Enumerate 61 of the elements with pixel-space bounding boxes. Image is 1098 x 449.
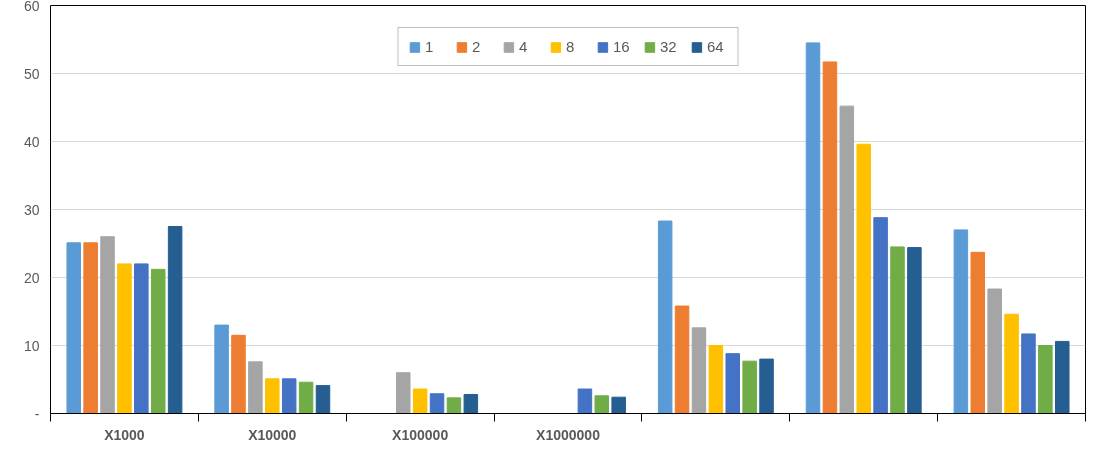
legend-label: 64	[707, 38, 725, 55]
bar	[231, 334, 246, 414]
bar	[395, 372, 411, 414]
bar	[315, 385, 331, 414]
bar	[83, 242, 98, 414]
y-tick-label: 30	[23, 201, 40, 218]
bar	[463, 393, 479, 414]
legend-label: 8	[566, 38, 576, 55]
y-tick-label: 10	[23, 337, 40, 354]
bar	[873, 217, 888, 414]
y-tick-label: 50	[23, 65, 40, 82]
bar	[577, 388, 593, 414]
legend-label: 4	[519, 38, 529, 55]
y-tick-label: 20	[23, 269, 40, 286]
bar	[1021, 333, 1036, 414]
bar	[412, 388, 428, 414]
bar	[66, 242, 81, 414]
y-tick-label: -	[34, 405, 40, 422]
bar	[691, 327, 707, 414]
bar	[725, 353, 741, 414]
bar	[657, 220, 673, 414]
bar	[805, 42, 821, 414]
bar	[907, 247, 922, 414]
bar	[281, 378, 297, 414]
bar	[265, 378, 280, 414]
bar	[298, 381, 314, 414]
bar	[117, 263, 132, 414]
bar	[759, 358, 774, 414]
bar	[987, 288, 1002, 414]
y-tick-label: 40	[23, 133, 40, 150]
bar	[167, 226, 183, 414]
x-tick-label: X10000	[248, 426, 297, 443]
bar	[134, 263, 149, 414]
bar	[446, 397, 462, 414]
bar	[100, 236, 115, 414]
bar	[611, 396, 626, 414]
bar	[150, 268, 166, 414]
bar	[970, 251, 986, 414]
bar	[214, 324, 229, 414]
bar	[839, 105, 855, 414]
bar	[890, 246, 905, 414]
bar	[708, 345, 724, 414]
bar	[674, 305, 690, 414]
y-tick-label: 60	[23, 0, 40, 14]
bar	[1055, 340, 1070, 414]
x-tick-label: X1000000	[536, 426, 601, 443]
legend-label: 32	[660, 38, 678, 55]
legend-label: 1	[425, 38, 435, 55]
x-tick-label: X1000	[104, 426, 145, 443]
x-tick-label: X100000	[392, 426, 449, 443]
bar	[1038, 345, 1053, 414]
legend-label: 16	[613, 38, 631, 55]
legend-label: 2	[472, 38, 482, 55]
bar	[742, 360, 757, 414]
bar	[1004, 313, 1019, 414]
bar	[856, 143, 871, 414]
bar	[594, 395, 610, 414]
bar	[429, 393, 445, 414]
bar	[822, 61, 838, 414]
bar	[953, 229, 969, 414]
bar	[248, 361, 263, 414]
